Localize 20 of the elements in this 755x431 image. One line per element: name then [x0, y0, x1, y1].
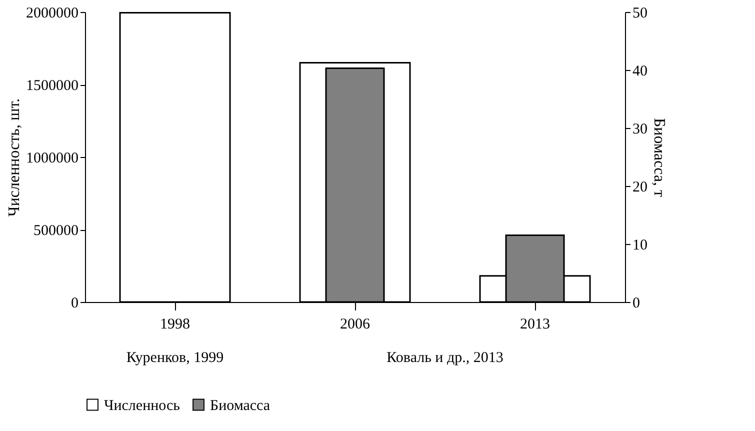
y-tick-label: 1000000	[26, 150, 78, 166]
y2-tick-label: 50	[632, 6, 648, 22]
y-tick-label: 2000000	[26, 6, 78, 22]
legend-label: Биомасса	[210, 398, 270, 414]
y2-tick-label: 10	[632, 238, 648, 254]
y2-tick-label: 0	[632, 296, 640, 312]
legend-label: Численнось	[104, 398, 180, 414]
y2-tick-label: 30	[632, 122, 648, 138]
y-tick-label: 1500000	[26, 78, 78, 94]
text: Коваль и др., 2013	[386, 350, 504, 366]
y-tick-label: 500000	[34, 223, 78, 239]
y2-tick-label: 20	[632, 180, 648, 196]
y2-tick-label: 40	[632, 64, 648, 80]
x-tick-label: 2013	[520, 316, 550, 332]
text: Куренков, 1999	[126, 350, 224, 366]
x-tick-label: 1998	[160, 316, 190, 332]
y-tick-label: 0	[71, 296, 78, 312]
y-axis-title: Численность, шт.	[6, 98, 23, 217]
x-tick-label: 2006	[340, 316, 370, 332]
y2-axis-title: Биомасса, т	[650, 118, 668, 198]
